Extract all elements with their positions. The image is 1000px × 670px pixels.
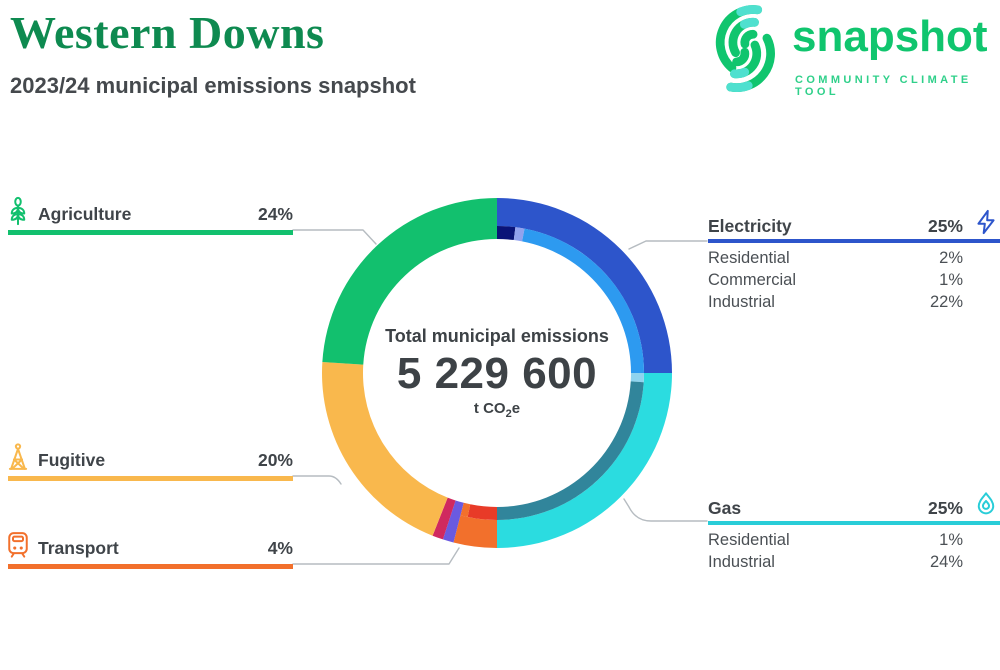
- legend-value: 24%: [257, 204, 293, 224]
- segment-transport[interactable]: [453, 515, 497, 548]
- page-subtitle: 2023/24 municipal emissions snapshot: [10, 73, 416, 98]
- legend-electricity: Electricity 25% Residential 2% Commercia…: [708, 209, 1000, 326]
- legend-transport: Transport 4%: [8, 532, 293, 570]
- legend-label: Agriculture: [38, 204, 132, 224]
- legend-underline: [8, 564, 293, 569]
- sub-row: Residential 1%: [708, 531, 963, 549]
- segment-agriculture[interactable]: [322, 198, 497, 365]
- legend-label: Transport: [38, 538, 119, 558]
- segment-electricity-residential[interactable]: [497, 226, 516, 241]
- legend-value: 4%: [267, 538, 293, 558]
- legend-label: Gas: [708, 498, 742, 518]
- segment-other-3[interactable]: [442, 500, 464, 543]
- total-emissions-label: Total municipal emissions: [385, 326, 609, 346]
- legend-fugitive: Fugitive 20%: [8, 443, 293, 482]
- sub-row: Residential 2%: [708, 249, 963, 267]
- legend-label: Fugitive: [38, 450, 106, 470]
- legend-agriculture: Agriculture 24%: [8, 196, 293, 236]
- snapshot-logo-icon: [715, 5, 775, 92]
- legend-value: 25%: [927, 216, 963, 236]
- donut-chart[interactable]: [297, 173, 697, 573]
- page-title: Western Downs: [10, 7, 325, 58]
- snapshot-wordmark: snapshot: [792, 12, 988, 61]
- segment-electricity[interactable]: [497, 198, 672, 373]
- derrick-icon: [3, 442, 33, 472]
- segment-gas-residential[interactable]: [630, 373, 644, 383]
- flame-icon: [972, 490, 1000, 518]
- legend-label: Electricity: [708, 216, 792, 236]
- sub-row: Industrial 24%: [708, 553, 963, 571]
- donut-center-text: Total municipal emissions 5 229 600 t CO…: [347, 326, 647, 420]
- segment-other-4[interactable]: [432, 497, 456, 540]
- bolt-icon: [972, 208, 1000, 236]
- segment-gas[interactable]: [497, 373, 672, 548]
- segment-transport-sub-0[interactable]: [467, 504, 497, 520]
- segment-fugitive[interactable]: [322, 362, 448, 536]
- wheat-icon: [3, 196, 33, 226]
- legend-underline: [8, 230, 293, 235]
- segment-electricity-commercial[interactable]: [513, 227, 525, 242]
- total-emissions-value: 5 229 600: [396, 349, 598, 398]
- segment-electricity-industrial[interactable]: [522, 228, 644, 373]
- legend-underline: [708, 239, 1000, 243]
- train-icon: [3, 530, 33, 560]
- sub-row: Industrial 22%: [708, 293, 963, 311]
- legend-value: 25%: [927, 498, 963, 518]
- total-emissions-unit: t CO2e: [473, 400, 521, 421]
- segment-gas-industrial[interactable]: [497, 381, 644, 520]
- segment-transport-sub-1[interactable]: [460, 502, 471, 518]
- legend-underline: [708, 521, 1000, 525]
- sub-row: Commercial 1%: [708, 271, 963, 289]
- legend-value: 20%: [257, 450, 293, 470]
- snapshot-tagline: COMMUNITY CLIMATE TOOL: [795, 74, 972, 98]
- legend-gas: Gas 25% Residential 1% Industrial 24%: [708, 492, 1000, 586]
- legend-underline: [8, 476, 293, 481]
